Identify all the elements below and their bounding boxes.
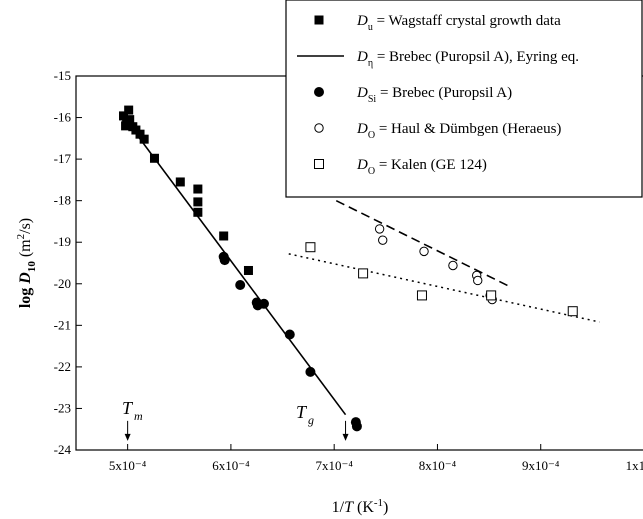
legend-marker <box>314 159 324 169</box>
series-2-point <box>235 280 246 291</box>
series-0-point <box>193 184 203 194</box>
series-0-point <box>121 121 131 131</box>
series-3-point <box>473 275 483 286</box>
axis-ticks: -15 -16 -17 -18 -19 -20 -21 -22 -23 -24 5x10⁻⁴ 6x10… <box>54 68 643 473</box>
x-tick-label: 5x10⁻⁴ <box>109 458 147 473</box>
series-0-point <box>135 129 145 139</box>
annotation-arrow-head <box>124 433 131 441</box>
legend: Du = Wagstaff crystal growth data Dη = Br… <box>285 0 643 198</box>
series-0-point <box>149 153 159 163</box>
legend-marker <box>314 15 324 25</box>
series-2-point <box>284 329 295 340</box>
tm-label-sub: m <box>134 409 143 423</box>
x-tick-label: 8x10⁻⁴ <box>419 458 457 473</box>
x-tick-label: 6x10⁻⁴ <box>212 458 250 473</box>
data-marks <box>119 105 578 432</box>
legend-marker <box>314 87 324 97</box>
y-tick-label: -15 <box>54 68 71 83</box>
series-0-point <box>193 207 203 217</box>
series-0-point <box>125 115 135 125</box>
series-0-point <box>243 265 253 275</box>
series-6-dotted-line <box>288 253 600 323</box>
y-tick-label: -21 <box>54 317 71 332</box>
x-tick-label: 9x10⁻⁴ <box>522 458 560 473</box>
series-0-point <box>175 177 185 187</box>
series-0-point <box>124 105 134 115</box>
series-2-point <box>258 298 269 309</box>
legend-item-3: DO = Haul & Dümbgen (Heraeus) <box>356 121 561 141</box>
series-3-point <box>374 224 385 234</box>
legend-item-0: Du = Wagstaff crystal growth data <box>356 13 561 33</box>
series-4-point <box>305 242 316 253</box>
series-2-point <box>351 421 362 432</box>
y-tick-label: -16 <box>54 110 72 125</box>
series-2-point <box>305 366 316 377</box>
legend-box <box>285 0 643 198</box>
y-tick-label: -18 <box>54 193 71 208</box>
y-tick-label: -19 <box>54 234 71 249</box>
series-3-point <box>419 246 429 257</box>
y-tick-label: -22 <box>54 359 71 374</box>
y-tick-label: -24 <box>54 442 72 457</box>
legend-item-2: DSi = Brebec (Puropsil A) <box>356 85 512 105</box>
annotation-arrow-head <box>342 433 349 441</box>
x-tick-label: 7x10⁻⁴ <box>315 458 353 473</box>
y-axis-title: log D10 (m2/s) <box>15 218 38 308</box>
series-4-point <box>416 290 427 301</box>
series-0-point <box>193 197 203 207</box>
x-tick-label: 1x10⁻³ <box>626 458 643 473</box>
fit-lines <box>122 116 600 416</box>
series-0-point <box>119 111 129 121</box>
y-tick-label: -17 <box>54 151 72 166</box>
series-2-point <box>219 255 230 266</box>
legend-item-4: DO = Kalen (GE 124) <box>356 157 487 177</box>
series-4-point <box>486 290 497 301</box>
series-0-point <box>139 134 149 144</box>
series-3-point <box>448 260 458 271</box>
series-1-solid-line <box>122 116 347 416</box>
y-tick-label: -20 <box>54 276 71 291</box>
series-4-point <box>567 306 578 317</box>
series-3-point <box>378 235 388 245</box>
x-axis-title: 1/T (K-1) <box>332 497 389 516</box>
y-tick-label: -23 <box>54 400 71 415</box>
tg-label-sub: g <box>308 413 314 427</box>
legend-marker <box>314 123 324 133</box>
legend-item-1: Dη = Brebec (Puropsil A), Eyring eq. <box>356 49 579 69</box>
series-0-point <box>219 231 229 241</box>
series-4-point <box>358 268 369 279</box>
series-5-dashed-line <box>335 199 512 288</box>
